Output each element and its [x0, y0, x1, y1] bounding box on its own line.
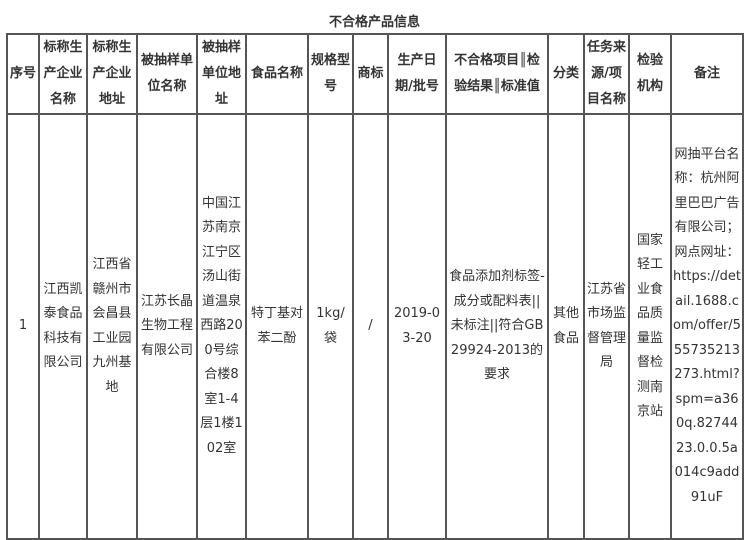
header-cell: 不合格项目║检验结果║标准值 — [445, 33, 549, 115]
nonconforming-products-table: 序号 标称生产企业名称 标称生产企业地址 被抽样单位名称 被抽样单位地址 食品名… — [6, 33, 744, 540]
table-cell: 1kg/袋 — [307, 113, 354, 540]
header-cell: 任务来源/项目名称 — [583, 33, 630, 115]
header-cell: 分类 — [547, 33, 585, 115]
header-cell: 序号 — [6, 33, 40, 115]
header-cell: 规格型号 — [307, 33, 354, 115]
table-cell: 江苏省市场监督管理局 — [583, 113, 630, 540]
header-cell: 被抽样单位地址 — [196, 33, 247, 115]
table-cell: 2019-03-20 — [387, 113, 447, 540]
table-cell: 食品添加剂标签-成分或配料表||未标注||符合GB29924-2013的要求 — [445, 113, 549, 540]
table-cell: 江西省赣州市会昌县工业园九州基地 — [86, 113, 138, 540]
table-cell: 江西凯泰食品科技有限公司 — [38, 113, 88, 540]
table-row: 1 江西凯泰食品科技有限公司 江西省赣州市会昌县工业园九州基地 江苏长晶生物工程… — [6, 113, 744, 540]
table-cell: 特丁基对苯二酚 — [245, 113, 309, 540]
page-title: 不合格产品信息 — [328, 15, 420, 30]
table-cell: 1 — [6, 113, 40, 540]
table-cell: 国家轻工业食品质量监督检测南京站 — [628, 113, 672, 540]
header-cell: 检验机构 — [628, 33, 672, 115]
header-cell: 生产日期/批号 — [387, 33, 447, 115]
table-cell: 其他食品 — [547, 113, 585, 540]
header-cell: 被抽样单位名称 — [136, 33, 198, 115]
table-cell: 江苏长晶生物工程有限公司 — [136, 113, 198, 540]
header-cell: 标称生产企业名称 — [38, 33, 88, 115]
table-cell: 中国江苏南京江宁区汤山街道温泉西路200号综合楼8室1-4层1楼102室 — [196, 113, 247, 540]
header-cell: 商标 — [352, 33, 389, 115]
header-cell: 备注 — [670, 33, 744, 115]
header-row: 序号 标称生产企业名称 标称生产企业地址 被抽样单位名称 被抽样单位地址 食品名… — [6, 33, 744, 115]
table-cell: / — [352, 113, 389, 540]
header-cell: 标称生产企业地址 — [86, 33, 138, 115]
table-cell: 网抽平台名称：杭州阿里巴巴广告有限公司；网点网址：https://detail.… — [670, 113, 744, 540]
header-cell: 食品名称 — [245, 33, 309, 115]
